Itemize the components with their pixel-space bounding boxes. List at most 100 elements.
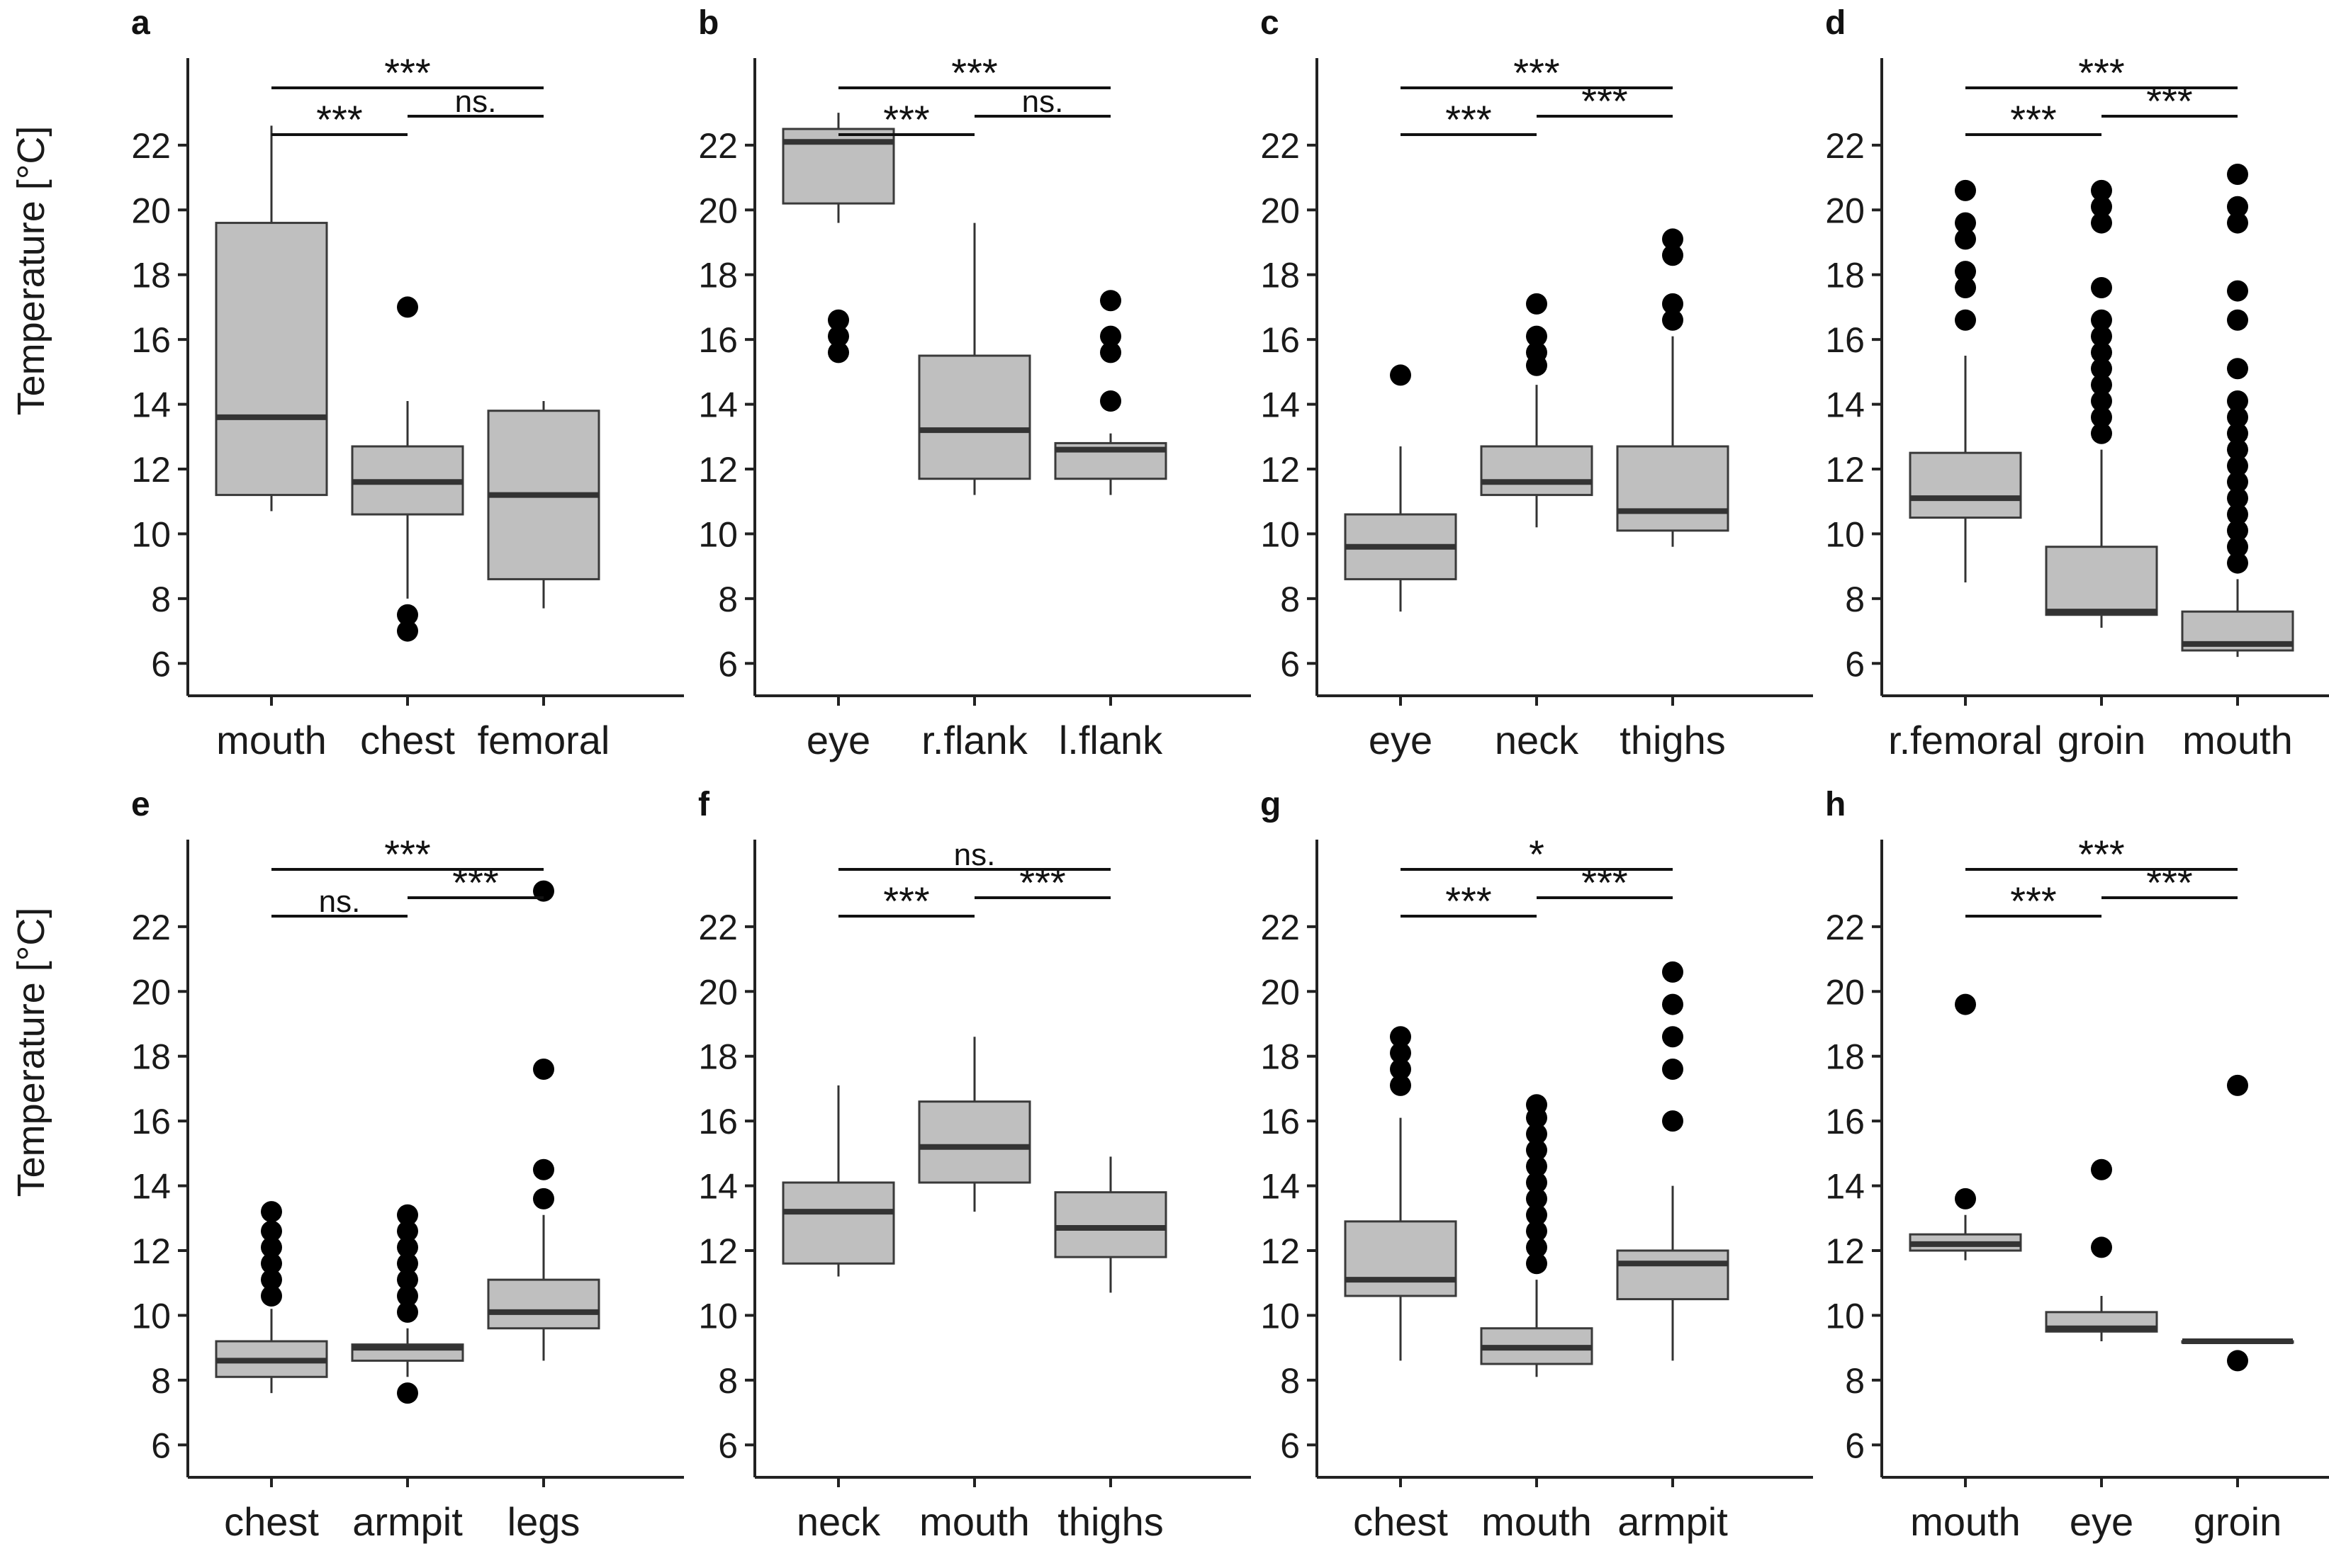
box-1 [2045, 179, 2158, 628]
y-tick-label: 20 [131, 972, 171, 1012]
significance-label: ns. [1022, 84, 1064, 119]
box-2 [1616, 961, 1729, 1361]
comparison-2: *** [408, 860, 544, 905]
outlier-point [1955, 212, 1976, 234]
box-2 [1054, 290, 1167, 495]
outlier-point [1662, 1059, 1683, 1080]
y-tick-label: 10 [1825, 1296, 1865, 1336]
y-tick-label: 10 [1260, 514, 1300, 554]
y-tick-label: 22 [1825, 908, 1865, 947]
y-tick-label: 22 [131, 126, 171, 166]
outlier-point [2227, 536, 2248, 558]
y-tick-label: 20 [1825, 972, 1865, 1012]
outlier-point [1390, 364, 1411, 386]
panel-c: c 6 8 10 12 14 16 18 20 22 eye neck thighs *** *** *** [1260, 4, 1813, 762]
y-tick-label: 10 [1825, 514, 1865, 554]
comparison-1: *** [838, 879, 975, 923]
outlier-point [397, 1382, 418, 1404]
y-tick-label: 16 [1825, 1102, 1865, 1141]
outlier-point [2091, 342, 2112, 363]
significance-label: *** [1513, 50, 1559, 95]
panel-d: d 6 8 10 12 14 16 18 20 22 r.femoral groin mouth *** *… [1825, 4, 2329, 762]
significance-label: *** [316, 97, 362, 142]
box-1 [1480, 293, 1593, 528]
outlier-point [1955, 993, 1976, 1015]
y-tick-label: 10 [131, 1296, 171, 1336]
y-tick-label: 20 [1825, 191, 1865, 230]
comparison-0: *** [1401, 50, 1673, 95]
y-tick-label: 10 [698, 1296, 738, 1336]
y-tick-label: 6 [718, 644, 738, 684]
x-tick-label: mouth [919, 1499, 1030, 1544]
y-tick-label: 6 [1280, 644, 1300, 684]
y-tick-label: 10 [1260, 1296, 1300, 1336]
y-tick-label: 22 [131, 908, 171, 947]
outlier-point [2091, 325, 2112, 347]
outlier-point [1662, 1026, 1683, 1048]
outlier-point [2091, 196, 2112, 218]
panel-letter: e [131, 786, 150, 823]
y-tick-label: 18 [1825, 1037, 1865, 1077]
box-body [782, 1181, 895, 1265]
panel-a: a Temperature [°C] 6 8 10 12 14 16 18 20 22 mouth ch… [10, 4, 684, 762]
comparison-1: *** [1965, 97, 2101, 142]
outlier-point [2227, 280, 2248, 302]
outlier-point [1526, 1139, 1547, 1161]
outlier-point [2091, 277, 2112, 298]
box-body [918, 1100, 1031, 1184]
significance-label: *** [883, 879, 929, 923]
outlier-point [2091, 390, 2112, 412]
outlier-point [2091, 309, 2112, 331]
outlier-point [261, 1201, 282, 1223]
outlier-point [397, 296, 418, 318]
comparison-0: *** [271, 50, 544, 95]
y-tick-label: 10 [131, 514, 171, 554]
box-2 [487, 401, 600, 609]
outlier-point [397, 1301, 418, 1323]
outlier-point [1662, 309, 1683, 331]
significance-label: *** [951, 50, 997, 95]
significance-label: *** [1581, 860, 1627, 905]
outlier-point [2227, 358, 2248, 380]
comparison-2: *** [2101, 860, 2238, 905]
y-tick-label: 8 [1845, 1361, 1865, 1401]
y-tick-label: 14 [131, 1167, 171, 1207]
outlier-point [397, 1220, 418, 1242]
significance-label: *** [1445, 97, 1491, 142]
outlier-point [261, 1253, 282, 1275]
y-tick-label: 18 [698, 256, 738, 295]
outlier-point [1526, 1253, 1547, 1275]
y-tick-label: 12 [1825, 1231, 1865, 1271]
y-tick-label: 8 [1280, 580, 1300, 619]
outlier-point [2091, 374, 2112, 396]
y-tick-label: 8 [151, 1361, 171, 1401]
x-tick-label: eye [1369, 718, 1432, 762]
y-tick-label: 14 [1260, 385, 1300, 425]
y-tick-label: 16 [1260, 1102, 1300, 1141]
outlier-point [397, 1253, 418, 1275]
panel-letter: h [1825, 786, 1846, 823]
y-axis-label: Temperature [°C] [10, 126, 52, 416]
panel-letter: b [698, 4, 719, 42]
x-tick-label: mouth [1481, 1499, 1592, 1544]
y-tick-label: 12 [698, 1231, 738, 1271]
outlier-point [828, 309, 849, 331]
outlier-point [1390, 1026, 1411, 1048]
outlier-point [2091, 212, 2112, 234]
outlier-point [1662, 228, 1683, 250]
comparison-1: *** [1965, 879, 2101, 923]
x-tick-label: armpit [1617, 1499, 1728, 1544]
box-body [487, 1278, 600, 1330]
significance-label: *** [883, 97, 929, 142]
outlier-point [2227, 164, 2248, 185]
x-tick-label: chest [224, 1499, 319, 1544]
comparison-1: *** [271, 97, 408, 142]
box-0 [782, 1085, 895, 1277]
outlier-point [2227, 471, 2248, 493]
y-tick-label: 8 [718, 580, 738, 619]
outlier-point [1526, 1204, 1547, 1226]
y-tick-label: 6 [718, 1426, 738, 1465]
outlier-point [1662, 1110, 1683, 1132]
outlier-point [2227, 455, 2248, 477]
outlier-point [2227, 212, 2248, 234]
